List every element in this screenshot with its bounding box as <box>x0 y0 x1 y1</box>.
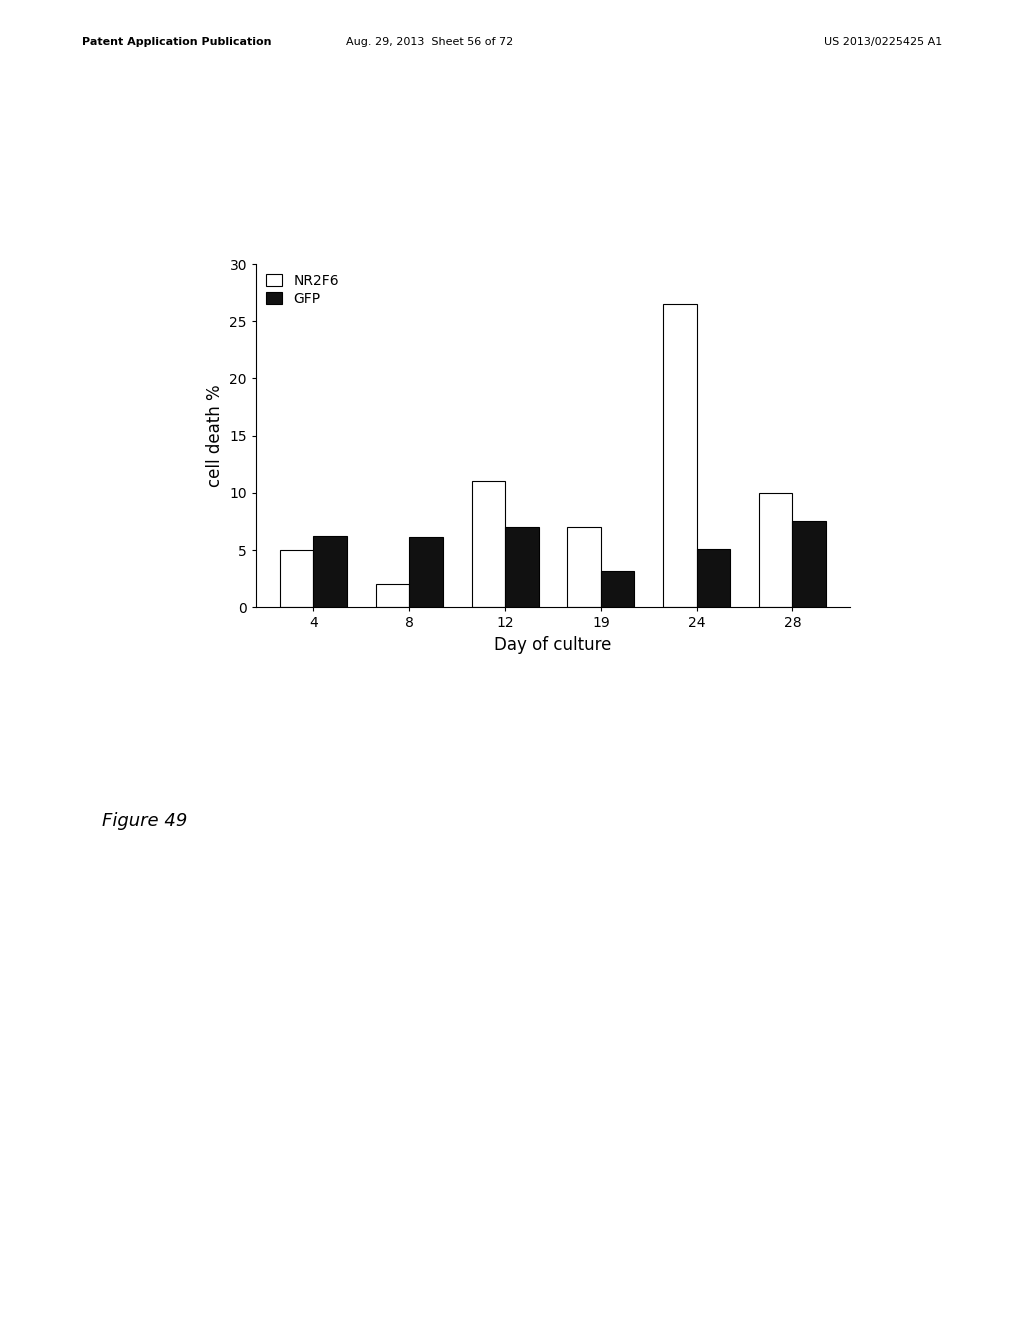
Bar <box>696 549 730 607</box>
Bar <box>471 482 505 607</box>
Bar <box>376 585 410 607</box>
Bar <box>793 521 826 607</box>
Text: US 2013/0225425 A1: US 2013/0225425 A1 <box>824 37 942 48</box>
X-axis label: Day of culture: Day of culture <box>495 636 611 653</box>
Bar <box>313 536 347 607</box>
Bar <box>410 537 442 607</box>
Text: Patent Application Publication: Patent Application Publication <box>82 37 271 48</box>
Text: Figure 49: Figure 49 <box>102 812 187 830</box>
Bar <box>601 570 635 607</box>
Bar <box>759 492 793 607</box>
Bar <box>567 527 601 607</box>
Legend: NR2F6, GFP: NR2F6, GFP <box>263 271 342 309</box>
Bar <box>280 550 313 607</box>
Text: Aug. 29, 2013  Sheet 56 of 72: Aug. 29, 2013 Sheet 56 of 72 <box>346 37 514 48</box>
Bar <box>664 304 696 607</box>
Bar <box>505 527 539 607</box>
Y-axis label: cell death %: cell death % <box>206 384 224 487</box>
